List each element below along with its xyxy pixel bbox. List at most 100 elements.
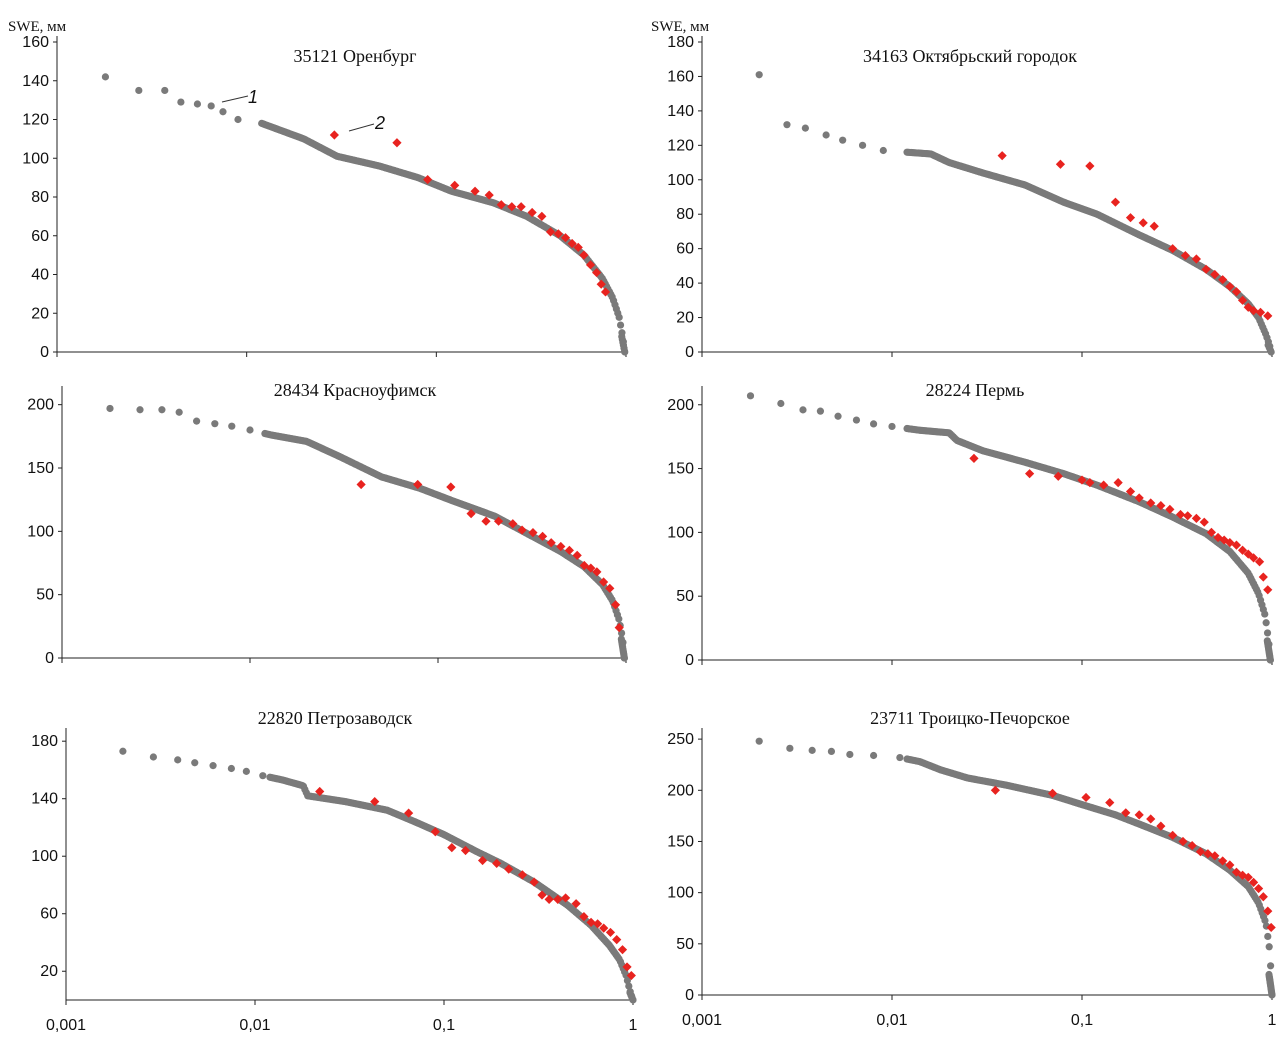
chart-title: 28224 Пермь (926, 380, 1025, 400)
series-2-point (1254, 557, 1265, 567)
series-1-points (119, 747, 637, 1004)
series-1-point (808, 746, 816, 754)
series-2-point (516, 202, 526, 212)
series-2-point (1210, 851, 1220, 861)
series-1-points (101, 73, 629, 356)
series-2-point (622, 962, 632, 972)
series-2-point (599, 923, 609, 933)
series-2-point (579, 250, 589, 260)
x-tick-label: 1 (1268, 1012, 1277, 1029)
y-tick-label: 180 (667, 34, 694, 51)
y-tick-label: 100 (667, 885, 694, 902)
y-tick-label: 0 (45, 650, 54, 667)
chart-panel-5: 20 60 100 140 180 0,001 0,01 0,1 1 22820 Петрозав… (31, 708, 637, 1034)
y-tick-label: 120 (667, 137, 694, 154)
series-2-point (586, 563, 596, 573)
y-tick-label: 50 (676, 588, 694, 605)
series-2-point (544, 894, 554, 904)
chart-title: 35121 Оренбург (294, 46, 417, 66)
y-tick-label: 80 (31, 189, 49, 206)
series-2-point (997, 151, 1007, 161)
y-tick-label: 0 (685, 987, 694, 1004)
series-1-points (755, 737, 1276, 999)
y-tick-label: 20 (40, 963, 58, 980)
series-1-point (207, 102, 215, 110)
series-2-point (1195, 847, 1206, 857)
series-1-point (746, 392, 755, 400)
series-2-point (605, 927, 616, 938)
series-1-point (839, 136, 847, 144)
series-2-point (413, 479, 423, 490)
series-2-points (997, 151, 1273, 321)
series-1-point (149, 753, 157, 761)
x-tick-label: 0,01 (876, 1012, 907, 1029)
series-2-point (586, 917, 596, 927)
series-2-point (1053, 471, 1063, 481)
series-2-point (1248, 306, 1259, 316)
series-2-point (585, 260, 596, 270)
series-2-point (572, 550, 582, 560)
series-2-point (1231, 867, 1242, 877)
series-1-point (227, 764, 235, 773)
series-1-point (191, 759, 199, 767)
series-2-point (1156, 821, 1166, 831)
y-tick-label: 100 (31, 848, 58, 865)
series-2-point (1201, 264, 1211, 274)
series-1-point (106, 404, 114, 413)
series-2-point (537, 211, 547, 221)
y-tick-label: 140 (22, 73, 49, 90)
series-2-point (626, 970, 636, 981)
series-1-point (615, 615, 623, 623)
x-tick-label: 0,1 (433, 1017, 455, 1032)
series-1-point (209, 762, 217, 770)
series-2-point (1248, 553, 1259, 563)
y-tick-label: 20 (31, 305, 49, 322)
x-tick-label: 0,01 (239, 1017, 270, 1032)
series-2-point (567, 238, 577, 249)
series-2-point (517, 870, 528, 880)
y-tick-label: 200 (667, 782, 694, 799)
y-tick-label: 140 (667, 103, 694, 120)
series-2-point (1263, 906, 1273, 916)
series-2-point (1248, 877, 1259, 888)
series-2-point (1225, 860, 1235, 870)
y-tick-label: 60 (31, 228, 49, 245)
series-1-point (852, 416, 861, 424)
y-tick-label: 200 (667, 397, 694, 414)
marker-leader-1 (221, 95, 249, 103)
series-2-point (600, 287, 611, 297)
series-1-point (228, 422, 236, 430)
series-2-point (1105, 797, 1115, 808)
series-1-point (259, 772, 267, 780)
series-1-point (177, 98, 185, 106)
series-2-point (553, 894, 563, 904)
series-2-point (1081, 792, 1091, 803)
series-2-point (1047, 788, 1058, 798)
series-2-point (1263, 311, 1273, 321)
series-2-point (1191, 254, 1201, 264)
series-1-point (822, 131, 830, 139)
series-1-point (119, 747, 127, 755)
series-2-point (598, 577, 609, 587)
series-1-point (1261, 916, 1269, 925)
series-2-points (315, 786, 636, 981)
series-2-point (1168, 830, 1178, 840)
series-1-point (1266, 656, 1274, 664)
series-2-point (1138, 218, 1148, 228)
series-1-point (816, 407, 825, 415)
series-2-point (315, 786, 325, 797)
series-1-point (234, 115, 242, 124)
series-1-point (834, 412, 842, 420)
series-1-point (174, 756, 182, 764)
series-2-points (969, 453, 1273, 595)
series-2-point (579, 912, 589, 922)
series-2-point (1237, 295, 1248, 305)
series-1-point (1264, 932, 1272, 941)
series-1-point (193, 100, 202, 108)
y-tick-label: 0 (685, 344, 694, 361)
series-1-point (219, 108, 227, 116)
series-2-point (1199, 517, 1209, 527)
series-2-point (1255, 307, 1266, 317)
series-2-point (571, 899, 581, 909)
